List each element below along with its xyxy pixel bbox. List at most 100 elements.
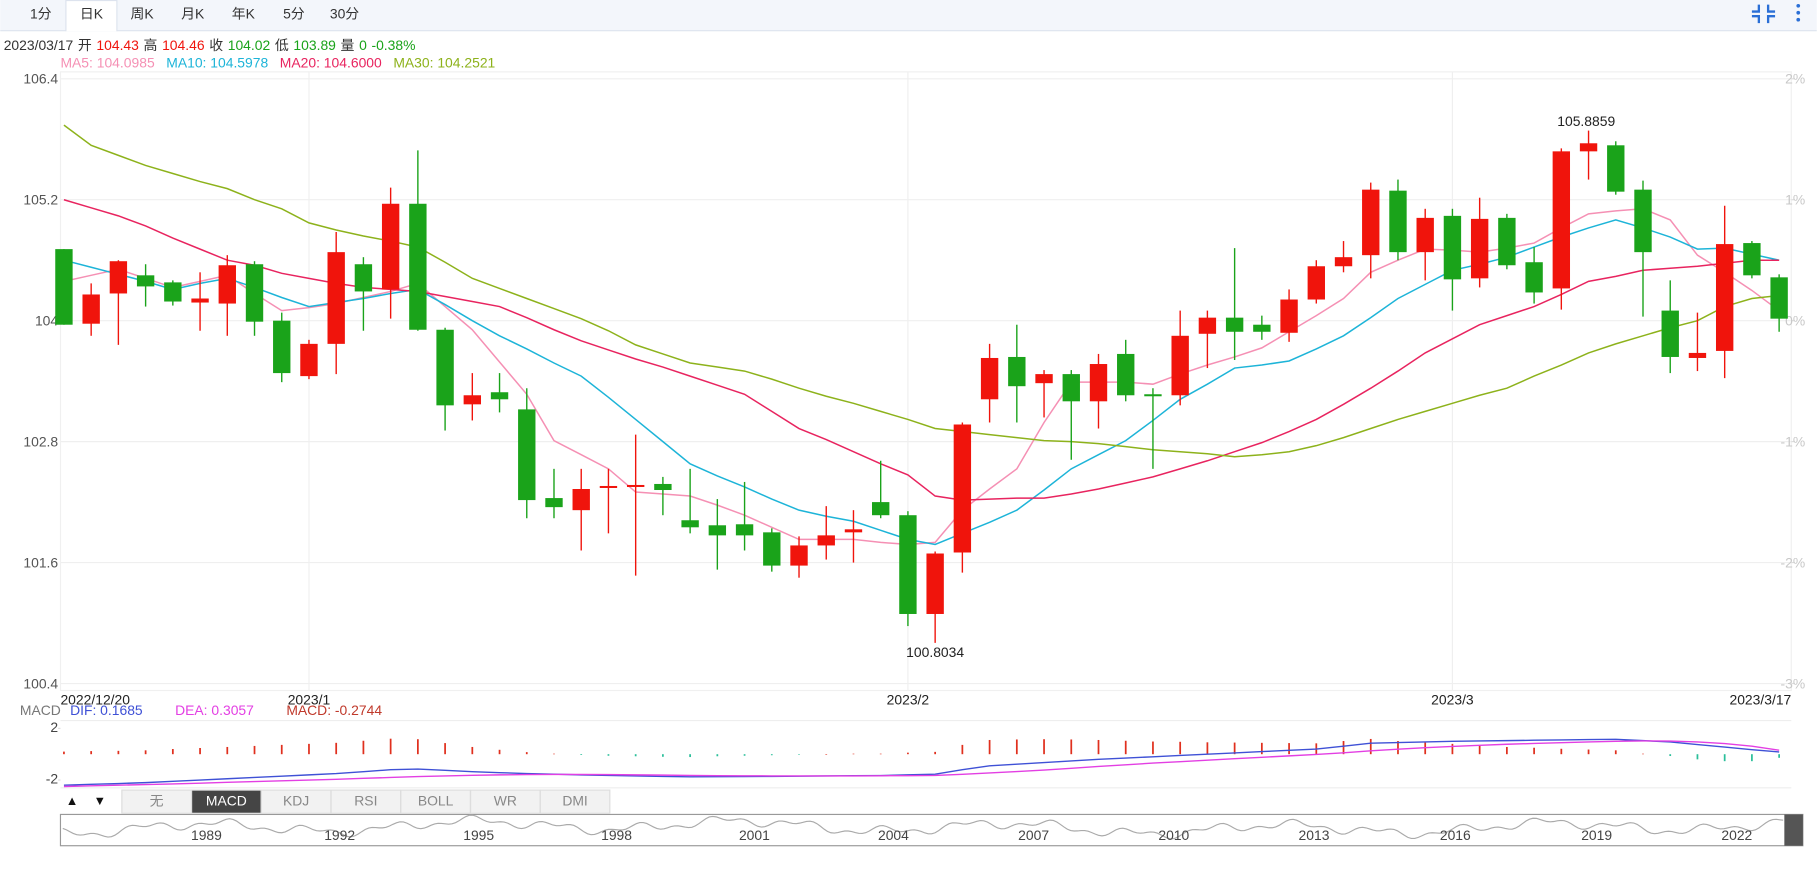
active-tab-bg [65, 0, 118, 32]
info-field: 104.43 [96, 37, 139, 53]
macd-bar [553, 753, 555, 755]
indicator-tab[interactable]: BOLL [418, 792, 454, 808]
info-field: -0.38% [371, 37, 415, 53]
candle-body [1225, 317, 1244, 332]
info-field: 高 [144, 37, 158, 53]
candle-body [790, 545, 808, 566]
macd-bar [1506, 746, 1508, 755]
candle-body [1607, 145, 1625, 192]
candle-body [735, 524, 754, 536]
menu-icon[interactable] [1796, 3, 1801, 22]
macd-bar [498, 749, 501, 755]
macd-bar [1587, 749, 1590, 755]
candle-body [817, 535, 835, 546]
macd-bar [1642, 753, 1644, 755]
plot-frame [59, 71, 1792, 692]
candle-body [1715, 244, 1734, 351]
navigator-handle[interactable] [1784, 814, 1803, 846]
macd-bar [199, 747, 201, 755]
x-tick-label: 2023/1 [288, 692, 331, 708]
candle-body [1688, 352, 1707, 358]
navigator-label: 2007 [1018, 827, 1049, 843]
macd-bar [1451, 743, 1454, 755]
macd-bar [1751, 754, 1753, 762]
macd-bar [226, 746, 229, 755]
y2-tick-label: 2% [1785, 71, 1805, 87]
candle-body [409, 203, 427, 330]
macd-bar [716, 754, 719, 757]
indicator-tab[interactable]: KDJ [283, 792, 309, 808]
ma-line [63, 199, 1780, 501]
macd-bar [988, 739, 991, 755]
tab[interactable]: 周K [130, 6, 154, 22]
y-tick-label: 2 [50, 719, 58, 735]
y-tick-label: 100.4 [23, 675, 58, 691]
candle-body [300, 343, 318, 377]
candle-body [436, 329, 454, 406]
navigator-label: 2019 [1581, 827, 1612, 843]
macd-bar [362, 740, 365, 755]
candle-body [1144, 394, 1162, 397]
toolbar [0, 0, 1817, 31]
candle-body [1062, 374, 1080, 402]
candle-body [572, 488, 590, 511]
tab[interactable]: 年K [232, 6, 256, 22]
tab[interactable]: 30分 [330, 6, 359, 22]
arrow-button[interactable]: ▲ [66, 793, 79, 808]
indicator-tab[interactable]: WR [494, 792, 517, 808]
macd-bar [416, 739, 419, 755]
macd-bar [1097, 739, 1100, 755]
tab[interactable]: 5分 [283, 6, 305, 22]
indicator-legend: DIF: 0.1685 [70, 702, 143, 718]
y-tick-label: 104 [35, 313, 58, 329]
y-tick-label: 106.4 [23, 71, 58, 87]
macd-bar [1696, 754, 1699, 760]
candle-body [354, 264, 373, 292]
y2-tick-label: 1% [1785, 192, 1805, 208]
info-field: 104.02 [228, 37, 271, 53]
candle-body [218, 265, 236, 304]
candle-body [1661, 310, 1679, 357]
indicator-tab[interactable]: DMI [562, 792, 587, 808]
indicator-tab[interactable]: 无 [150, 792, 164, 808]
macd-bar [825, 754, 828, 755]
arrow-button[interactable]: ▼ [94, 793, 107, 808]
candle-body [191, 298, 209, 303]
macd-bar [607, 754, 610, 756]
candle-body [1362, 189, 1380, 256]
candle-body [1008, 356, 1026, 387]
candle-body [1307, 266, 1325, 300]
shrink-icon[interactable] [1751, 4, 1776, 24]
macd-bar [117, 750, 120, 755]
macd-bar [280, 744, 283, 755]
candle-body [953, 424, 972, 553]
macd-bar [525, 752, 528, 755]
candle-body [708, 525, 727, 536]
macd-bar [308, 743, 310, 755]
macd-bar [335, 742, 338, 755]
candle-body [1525, 262, 1543, 293]
macd-bar [1478, 745, 1481, 755]
indicator-tab[interactable]: RSI [354, 792, 377, 808]
tab[interactable]: 1分 [30, 6, 52, 22]
navigator-label: 1998 [601, 827, 632, 843]
macd-bar [253, 745, 256, 755]
navigator-label: 2022 [1721, 827, 1752, 843]
y-tick-label: -2 [46, 771, 59, 787]
candle-body [55, 249, 73, 325]
candle-body [763, 532, 781, 566]
candle-body [1743, 243, 1761, 276]
info-field: 103.89 [293, 37, 336, 53]
tab[interactable]: 月K [181, 6, 205, 22]
macd-bar [1288, 743, 1290, 755]
macd-bar [1260, 742, 1263, 755]
candle-body [872, 502, 890, 516]
candle-body [1443, 215, 1462, 280]
tab[interactable]: 日K [80, 6, 104, 22]
indicator-tab-bg[interactable] [539, 789, 611, 814]
indicator-tab[interactable]: MACD [206, 792, 247, 808]
info-field: 低 [275, 37, 289, 53]
macd-bar [1206, 742, 1209, 755]
